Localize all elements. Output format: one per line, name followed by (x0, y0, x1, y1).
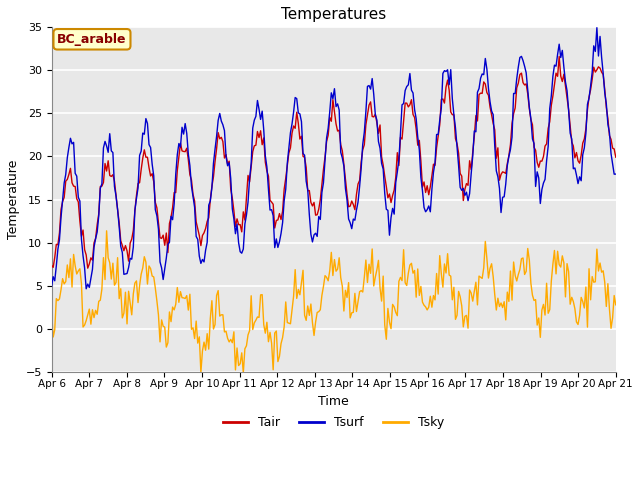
X-axis label: Time: Time (318, 395, 349, 408)
Y-axis label: Temperature: Temperature (7, 160, 20, 239)
Legend: Tair, Tsurf, Tsky: Tair, Tsurf, Tsky (218, 411, 449, 434)
Text: BC_arable: BC_arable (57, 33, 127, 46)
Title: Temperatures: Temperatures (281, 7, 387, 22)
